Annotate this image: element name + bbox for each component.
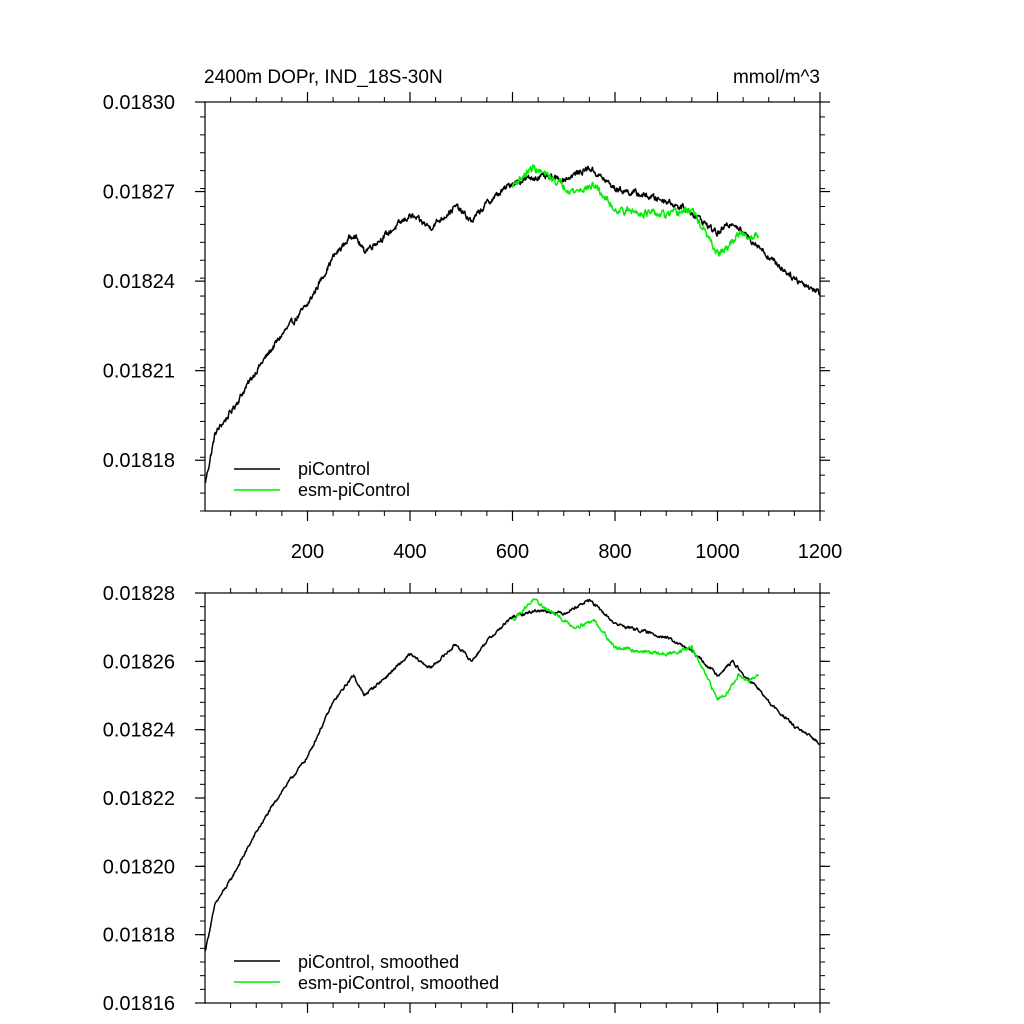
- bottom-series-group: [204, 598, 821, 952]
- y-tick-label: 0.01822: [103, 788, 175, 810]
- x-tick-label: 400: [393, 541, 426, 563]
- top-plot-frame: [204, 101, 821, 512]
- series-line-picontrol: [204, 165, 821, 484]
- legend-label-picontrol: piControl: [298, 459, 370, 479]
- bottom-panel: 0.01816 0.01818 0.01820 0.01822 0.01824 0.018…: [103, 583, 830, 1015]
- y-tick-label: 0.01824: [103, 720, 175, 742]
- legend-label-esm-picontrol-smoothed: esm-piControl, smoothed: [298, 973, 499, 993]
- y-tick-label: 0.01816: [103, 993, 175, 1015]
- top-ticks-group: 0.01818 0.01821 0.01824 0.01827 0.01830 200 40…: [103, 92, 843, 563]
- bottom-legend: piControl, smoothed esm-piControl, smoot…: [234, 952, 499, 993]
- x-tick-label: 200: [291, 541, 324, 563]
- x-tick-label: 600: [496, 541, 529, 563]
- top-legend: piControl esm-piControl: [234, 459, 410, 500]
- y-tick-label: 0.01820: [103, 856, 175, 878]
- legend-label-esm-picontrol: esm-piControl: [298, 480, 410, 500]
- x-tick-label: 800: [598, 541, 631, 563]
- y-tick-label: 0.01826: [103, 651, 175, 673]
- top-panel: 2400m DOPr, IND_18S-30N mmol/m^3 0.01818…: [103, 67, 843, 563]
- x-tick-label: 1000: [695, 541, 740, 563]
- series-line-esm-picontrol: [511, 164, 760, 257]
- y-tick-label: 0.01818: [103, 925, 175, 947]
- top-panel-title: 2400m DOPr, IND_18S-30N: [204, 67, 443, 88]
- bottom-plot-frame: [204, 592, 821, 1004]
- top-series-group: [204, 164, 821, 484]
- y-tick-label: 0.01821: [103, 361, 175, 383]
- y-tick-label: 0.01830: [103, 92, 175, 114]
- top-panel-units: mmol/m^3: [733, 67, 820, 88]
- y-tick-label: 0.01827: [103, 182, 175, 204]
- y-tick-label: 0.01828: [103, 583, 175, 605]
- series-line-esm-picontrol-smoothed: [511, 598, 760, 701]
- bottom-ticks-group: 0.01816 0.01818 0.01820 0.01822 0.01824 0.018…: [103, 583, 830, 1015]
- series-line-picontrol-smoothed: [204, 598, 821, 952]
- y-tick-label: 0.01818: [103, 450, 175, 472]
- y-tick-label: 0.01824: [103, 271, 175, 293]
- x-tick-label: 1200: [798, 541, 843, 563]
- legend-label-picontrol-smoothed: piControl, smoothed: [298, 952, 459, 972]
